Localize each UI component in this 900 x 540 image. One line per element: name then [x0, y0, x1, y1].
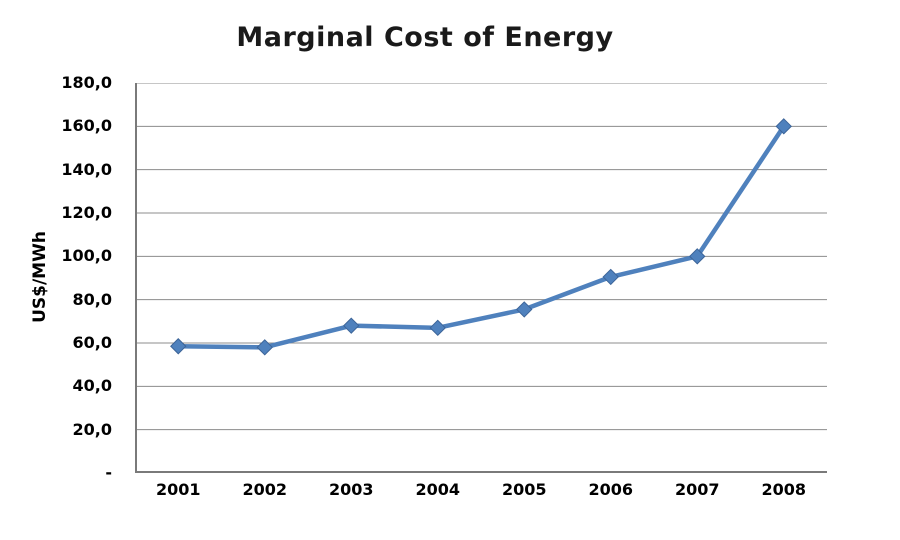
y-tick-label-140: 140,0 — [61, 159, 112, 179]
x-tick-label-2005: 2005 — [501, 480, 547, 499]
x-tick-label-2003: 2003 — [328, 480, 374, 499]
data-point-2007 — [689, 248, 706, 265]
data-point-2004 — [429, 319, 446, 337]
data-point-2006 — [602, 268, 619, 286]
y-tick-label-160: 160,0 — [61, 116, 112, 136]
data-point-2005 — [516, 301, 533, 318]
x-tick-label-2006: 2006 — [588, 480, 634, 499]
x-tick-label-2001: 2001 — [155, 480, 201, 499]
data-point-2001 — [170, 338, 187, 355]
plot-area — [135, 83, 827, 473]
series-line — [176, 124, 786, 350]
x-tick-label-2002: 2002 — [242, 480, 288, 499]
x-tick-label-2004: 2004 — [415, 480, 461, 499]
y-tick-label-80: 80,0 — [72, 289, 112, 309]
y-tick-label-180: 180,0 — [61, 73, 112, 92]
x-axis-tick-labels: 2001 2002 2003 2004 2005 2006 2007 2008 — [135, 479, 827, 503]
x-tick-label-2008: 2008 — [761, 480, 807, 499]
x-tick-label-2007: 2007 — [674, 480, 720, 499]
data-point-2002 — [256, 339, 273, 356]
chart-title: Marginal Cost of Energy — [236, 22, 614, 53]
y-tick-label-100: 100,0 — [61, 246, 112, 266]
y-tick-label-20: 20,0 — [72, 419, 112, 439]
data-point-2008 — [775, 118, 792, 135]
y-tick-label-0: - — [105, 463, 112, 482]
data-point-2003 — [343, 317, 360, 334]
y-tick-label-40: 40,0 — [72, 376, 112, 396]
y-tick-label-120: 120,0 — [61, 203, 112, 222]
y-tick-label-60: 60,0 — [72, 333, 112, 352]
y-axis-tick-labels: - 20,0 40,0 60,0 80,0 100,0 120,0 140,0 160,0 180… — [0, 73, 122, 482]
